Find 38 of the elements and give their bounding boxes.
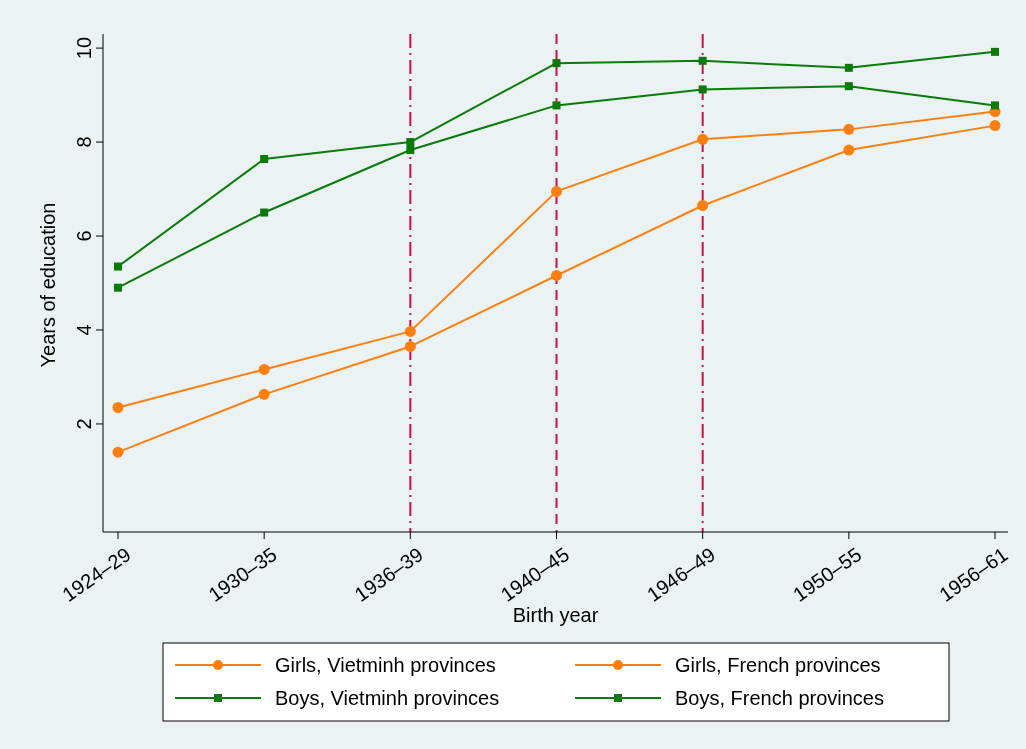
- point: [843, 144, 855, 156]
- y-tick-label: 8: [73, 136, 95, 148]
- point: [258, 363, 270, 375]
- y-tick-label: 6: [73, 230, 95, 242]
- legend-label: Boys, Vietminh provinces: [275, 687, 500, 709]
- point: [404, 340, 416, 352]
- point: [698, 85, 707, 94]
- point: [258, 388, 270, 400]
- point: [114, 262, 122, 271]
- point: [697, 199, 709, 211]
- y-tick-label: 4: [73, 324, 95, 336]
- point: [991, 101, 999, 110]
- point: [844, 82, 853, 91]
- y-axis-title: Years of education: [37, 202, 59, 368]
- point: [989, 120, 1001, 132]
- point: [843, 123, 855, 135]
- point: [260, 208, 269, 217]
- point: [551, 269, 562, 281]
- legend-label: Girls, French provinces: [675, 654, 881, 676]
- point: [698, 56, 707, 65]
- y-tick-label: 2: [73, 418, 95, 430]
- point: [404, 325, 416, 337]
- point: [844, 63, 853, 72]
- point: [406, 146, 415, 155]
- point: [552, 101, 561, 110]
- point: [552, 59, 561, 68]
- point: [112, 446, 124, 458]
- y-tick-label: 10: [73, 36, 95, 60]
- point: [260, 154, 269, 163]
- point: [991, 47, 999, 56]
- legend-label: Girls, Vietminh provinces: [275, 654, 496, 676]
- x-axis-title: Birth year: [512, 604, 599, 626]
- point: [697, 133, 709, 145]
- point: [114, 283, 122, 292]
- point: [406, 138, 415, 147]
- point: [551, 185, 562, 197]
- legend-label: Boys, French provinces: [675, 687, 884, 709]
- point: [112, 402, 124, 413]
